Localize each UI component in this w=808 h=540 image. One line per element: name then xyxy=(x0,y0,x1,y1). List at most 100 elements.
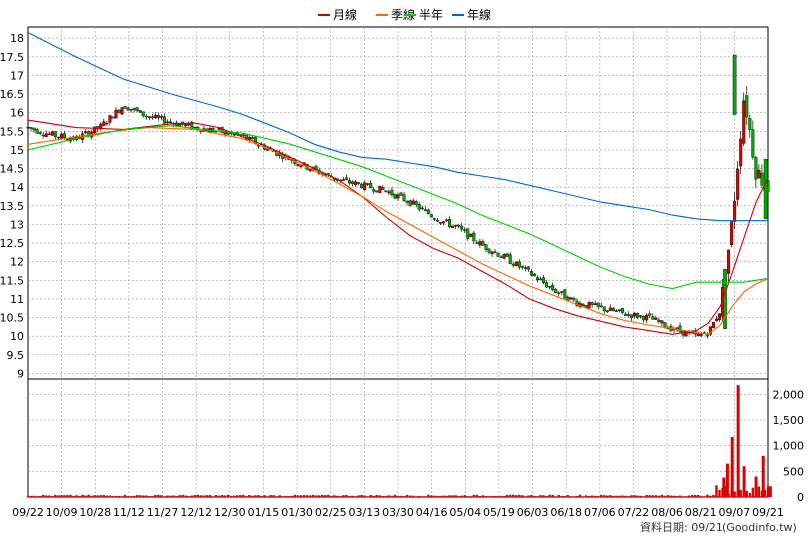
volume-bar xyxy=(142,495,145,497)
price-tick-label: 16.5 xyxy=(0,88,24,101)
date-tick-label: 05/19 xyxy=(483,506,515,519)
candle-body xyxy=(554,289,558,293)
date-tick-label: 08/21 xyxy=(685,506,717,519)
volume-bar xyxy=(102,495,106,497)
candle-body xyxy=(560,291,564,293)
candle-body xyxy=(617,309,621,311)
volume-bar xyxy=(263,495,266,497)
candle-body xyxy=(460,225,464,230)
candle-body xyxy=(399,192,403,196)
volume-bar xyxy=(390,495,394,497)
candle-spike xyxy=(763,159,768,220)
volume-bar xyxy=(96,495,99,497)
candle-body xyxy=(363,182,367,191)
volume-bar xyxy=(311,494,315,497)
volume-bar xyxy=(475,494,479,497)
date-tick-label: 05/04 xyxy=(449,506,481,519)
volume-spike xyxy=(754,476,758,497)
candle-body xyxy=(514,261,518,266)
candle-body xyxy=(369,182,373,189)
volume-bar xyxy=(190,495,193,497)
volume-bar xyxy=(578,494,582,497)
candle-body xyxy=(751,129,755,158)
volume-bar xyxy=(563,495,567,497)
volume-bar xyxy=(226,494,230,497)
candle-body xyxy=(351,181,355,184)
date-tick-label: 11/12 xyxy=(113,506,145,519)
volume-bar xyxy=(633,495,636,497)
volume-bar xyxy=(208,495,212,497)
volume-bar xyxy=(694,494,697,497)
legend: 月線 季線 半年 年線 xyxy=(318,7,491,22)
candle-body xyxy=(84,131,88,133)
candle-body xyxy=(508,254,512,264)
volume-bar xyxy=(205,495,209,497)
volume-bar xyxy=(108,495,112,497)
candle-body xyxy=(608,307,612,311)
volume-bar xyxy=(402,495,406,497)
volume-bar xyxy=(330,495,333,497)
volume-bar xyxy=(126,496,130,497)
volume-bar xyxy=(114,496,118,497)
candle-body xyxy=(93,126,97,134)
volume-bar xyxy=(41,494,45,497)
volume-bar xyxy=(184,495,187,497)
volume-bar xyxy=(639,495,642,497)
candle-body xyxy=(344,177,348,180)
candle-body xyxy=(408,200,412,206)
volume-bar xyxy=(139,495,142,497)
candle-body xyxy=(144,115,148,118)
candle-body xyxy=(454,225,458,227)
volume-bar xyxy=(414,496,418,497)
volume-bar xyxy=(518,494,521,497)
candle-body xyxy=(663,322,667,328)
volume-bar xyxy=(333,495,336,497)
volume-bar xyxy=(596,495,600,497)
volume-bar xyxy=(396,495,400,497)
volume-bar xyxy=(439,495,442,497)
candle-body xyxy=(472,232,476,242)
volume-bar xyxy=(63,495,66,497)
volume-bar xyxy=(557,494,560,497)
candle-body xyxy=(117,109,121,113)
candle-body xyxy=(642,315,646,321)
volume-bar xyxy=(314,495,318,497)
candle-body xyxy=(29,127,33,129)
candle-body xyxy=(757,169,761,179)
candle-body xyxy=(717,313,721,320)
date-tick-label: 10/09 xyxy=(46,506,78,519)
volume-bar xyxy=(366,496,369,497)
candle-body xyxy=(599,305,603,308)
legend-label-quarterly: 季線 xyxy=(391,7,415,22)
candle-body xyxy=(138,110,142,113)
volume-bar xyxy=(418,495,421,497)
candle-body xyxy=(111,116,115,119)
volume-bar xyxy=(387,495,391,497)
price-tick-label: 11.5 xyxy=(0,274,24,287)
volume-bar xyxy=(615,495,618,497)
candle-body xyxy=(129,109,133,111)
date-tick-label: 07/06 xyxy=(584,506,616,519)
candle-body xyxy=(147,116,151,118)
volume-bar xyxy=(745,490,748,497)
candle-body xyxy=(390,189,394,196)
candle-body xyxy=(742,100,746,144)
volume-bar xyxy=(342,495,345,497)
candle-body xyxy=(557,292,561,294)
candle-body xyxy=(602,306,606,312)
candle-body xyxy=(526,266,530,270)
volume-bar xyxy=(202,495,206,497)
price-tick-label: 17.5 xyxy=(0,51,24,64)
candle-body xyxy=(381,186,385,190)
candle-body xyxy=(384,190,388,192)
candle-body xyxy=(654,317,658,320)
candle-body xyxy=(596,302,600,307)
volume-bar xyxy=(648,495,651,497)
candle-body xyxy=(448,219,452,227)
candle-body xyxy=(357,182,361,184)
candle-body xyxy=(648,313,652,316)
volume-bar xyxy=(709,495,712,497)
volume-bar xyxy=(236,495,239,497)
volume-bar xyxy=(481,495,485,497)
